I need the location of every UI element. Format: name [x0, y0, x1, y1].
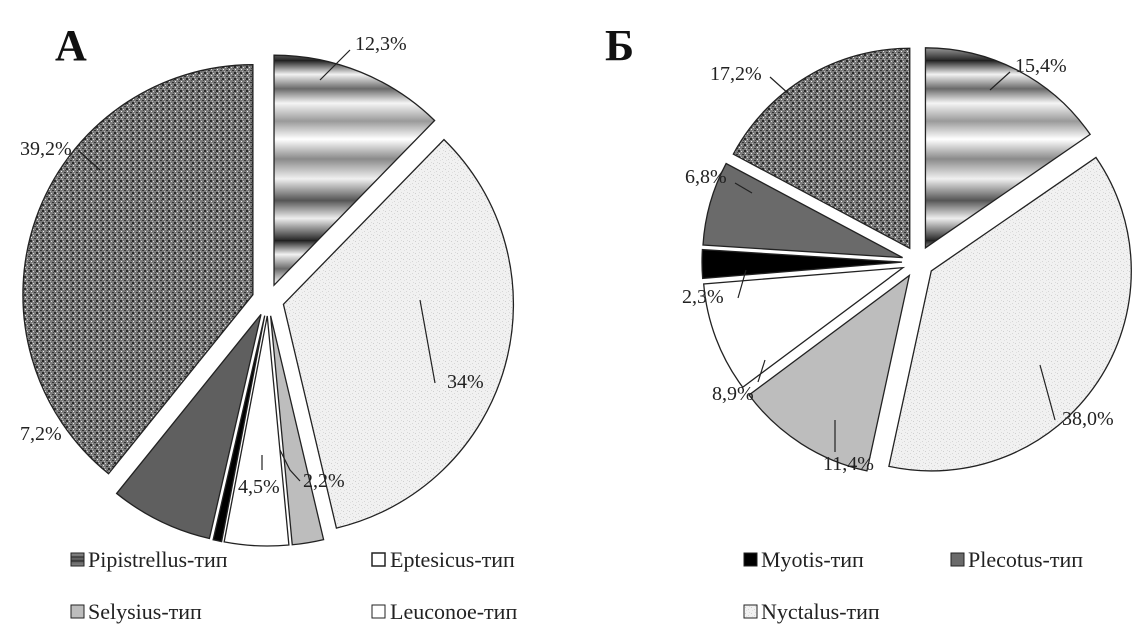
- leuconoe-swatch: [371, 604, 386, 619]
- leader-line-nyctalus: [419, 299, 436, 384]
- legend: Pipistrellus-тип Eptesicus-тип Selysius-…: [70, 547, 1083, 624]
- pie-chart-b: 15,4% 38,0% 11,4% 8,9% 2,3% 6,8% 17,2%: [682, 47, 1132, 475]
- leader-line-leuconoe: [757, 359, 766, 383]
- slice-plecotus: [702, 162, 903, 259]
- data-label-leuconoe: 8,9%: [712, 383, 754, 405]
- slice-pipistrellus: [924, 47, 1092, 250]
- data-label-pipistrellus: 15,4%: [1015, 55, 1067, 77]
- leader-line-pipistrellus: [319, 49, 351, 81]
- leader-line-eptesicus: [769, 76, 791, 96]
- data-label-plecotus: 6,8%: [685, 166, 727, 188]
- data-label-eptesicus: 17,2%: [710, 63, 762, 85]
- slice-plecotus: [115, 313, 262, 540]
- data-label-pipistrellus: 12,3%: [355, 33, 407, 55]
- leader-line-myotis: [737, 269, 747, 299]
- nyctalus-swatch: [743, 604, 758, 619]
- leader-line-nyctalus: [1039, 364, 1056, 421]
- legend-label-leuconoe: Leuconoe-тип: [390, 599, 517, 624]
- panel-label-b: Б: [605, 21, 634, 70]
- data-label-myotis: 2,3%: [682, 286, 724, 308]
- legend-label-selysius: Selysius-тип: [88, 599, 202, 624]
- plecotus-swatch: [950, 552, 965, 567]
- slice-nyctalus: [888, 156, 1132, 472]
- leader-line-eptesicus: [79, 151, 101, 171]
- slice-selysius: [269, 315, 325, 546]
- data-label-leuconoe: 4,5%: [238, 476, 280, 498]
- leader-line-pipistrellus: [989, 71, 1011, 91]
- pipistrellus-swatch: [70, 552, 85, 567]
- slice-myotis: [212, 315, 266, 543]
- eptesicus-swatch: [371, 552, 386, 567]
- legend-label-pipistrellus: Pipistrellus-тип: [88, 547, 228, 572]
- legend-item-myotis: Myotis-тип: [743, 547, 864, 572]
- slice-selysius: [748, 273, 911, 472]
- legend-item-leuconoe: Leuconoe-тип: [371, 599, 517, 624]
- legend-item-pipistrellus: Pipistrellus-тип: [70, 547, 228, 572]
- slice-nyctalus: [282, 138, 515, 529]
- legend-item-eptesicus: Eptesicus-тип: [371, 547, 515, 572]
- myotis-swatch: [743, 552, 758, 567]
- data-label-eptesicus: 39,2%: [20, 138, 72, 160]
- data-label-selysius: 2,2%: [303, 470, 345, 492]
- slice-eptesicus: [732, 47, 911, 250]
- slice-myotis: [701, 248, 903, 280]
- legend-item-selysius: Selysius-тип: [70, 599, 202, 624]
- data-label-plecotus: 7,2%: [20, 423, 62, 445]
- legend-label-myotis: Myotis-тип: [761, 547, 864, 572]
- legend-item-plecotus: Plecotus-тип: [950, 547, 1083, 572]
- legend-label-eptesicus: Eptesicus-тип: [390, 547, 515, 572]
- legend-label-nyctalus: Nyctalus-тип: [761, 599, 880, 624]
- leader-line-plecotus: [734, 182, 753, 194]
- selysius-swatch: [70, 604, 85, 619]
- pie-chart-a: 12,3%34%2,2%4,5%0,6%7,2%39,2%: [20, 33, 515, 547]
- slice-leuconoe: [223, 315, 290, 547]
- slice-eptesicus: [22, 64, 254, 475]
- slice-pipistrellus: [273, 54, 436, 287]
- data-label-nyctalus: 38,0%: [1062, 408, 1114, 430]
- legend-label-plecotus: Plecotus-тип: [968, 547, 1083, 572]
- data-label-selysius: 11,4%: [823, 453, 874, 475]
- slice-leuconoe: [702, 266, 906, 389]
- legend-item-nyctalus: Nyctalus-тип: [743, 599, 880, 624]
- data-label-nyctalus: 34%: [447, 371, 484, 393]
- panel-label-a: А: [55, 21, 87, 70]
